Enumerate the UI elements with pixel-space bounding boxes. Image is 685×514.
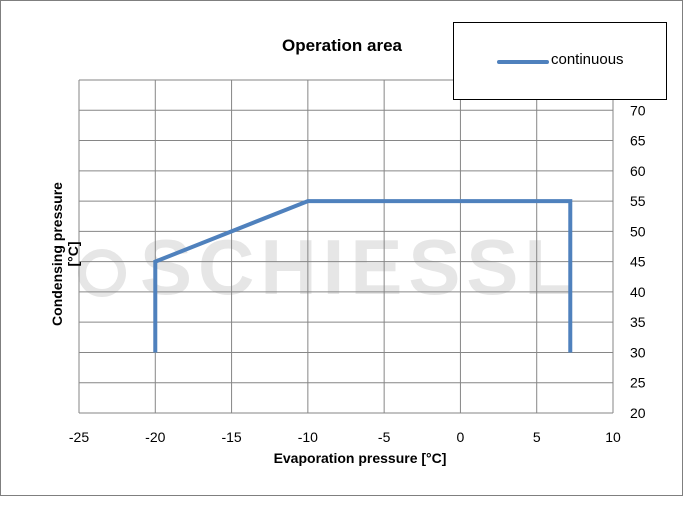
x-tick-label: 0 [457,429,465,445]
y-tick-label: 60 [630,163,646,179]
x-tick-label: -20 [145,429,165,445]
legend-label-continuous: continuous [551,51,624,68]
y-tick-label: 50 [630,223,646,239]
y-tick-label: 65 [630,133,646,149]
y-tick-label: 25 [630,375,646,391]
x-tick-label: -10 [298,429,318,445]
y-tick-label: 40 [630,284,646,300]
legend-swatch-continuous [497,60,549,64]
watermark-logo-icon [78,249,126,298]
legend: continuous [453,22,667,100]
x-tick-label: -15 [221,429,241,445]
x-tick-label: -5 [378,429,391,445]
x-tick-label: 10 [605,429,621,445]
y-tick-label: 35 [630,314,646,330]
y-tick-label: 30 [630,344,646,360]
y-tick-label: 45 [630,254,646,270]
x-tick-label: -25 [69,429,89,445]
y-tick-label: 70 [630,102,646,118]
series-line-continuous [153,199,573,353]
x-axis-label: Evaporation pressure [°C] [273,450,447,466]
x-tick-label: 5 [533,429,541,445]
y-tick-label: 55 [630,193,646,209]
chart-title: Operation area [282,36,402,55]
y-axis-label: Condensing pressure [°C] [49,182,81,326]
y-tick-label: 20 [630,405,646,421]
